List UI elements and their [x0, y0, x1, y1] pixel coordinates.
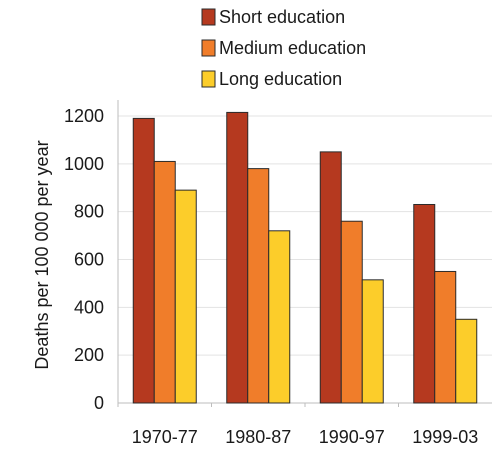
x-tick-labels: 1970-77 1980-87 1990-97 1999-03 [117, 403, 478, 447]
x-tick-label: 1999-03 [412, 427, 478, 447]
y-tick-label: 200 [74, 345, 104, 365]
bars [132, 111, 478, 404]
legend-label: Long education [219, 69, 342, 89]
bar [361, 279, 384, 404]
y-tick-label: 1000 [64, 154, 104, 174]
legend-swatch [201, 39, 216, 57]
legend-swatch [201, 70, 216, 88]
bar [153, 160, 176, 404]
y-tick-labels: 0 200 400 600 800 1000 1200 [64, 106, 104, 413]
bar [340, 220, 363, 404]
y-axis-title: Deaths per 100 000 per year [32, 140, 52, 369]
legend: Short education Medium education Long educ… [201, 7, 366, 89]
y-tick-label: 600 [74, 250, 104, 270]
y-tick-label: 800 [74, 202, 104, 222]
bar [413, 203, 436, 404]
bar [247, 168, 270, 404]
x-tick-label: 1970-77 [132, 427, 198, 447]
legend-label: Short education [219, 7, 345, 27]
bar [455, 318, 478, 404]
x-tick-label: 1990-97 [319, 427, 385, 447]
bar [434, 270, 457, 404]
bar [268, 230, 291, 404]
legend-swatch [201, 8, 216, 26]
y-tick-label: 400 [74, 297, 104, 317]
y-tick-label: 0 [94, 393, 104, 413]
bar [132, 117, 155, 404]
x-tick-label: 1980-87 [225, 427, 291, 447]
bar [226, 111, 249, 404]
y-tick-label: 1200 [64, 106, 104, 126]
bar [319, 151, 342, 404]
legend-label: Medium education [219, 38, 366, 58]
bar [174, 189, 197, 404]
